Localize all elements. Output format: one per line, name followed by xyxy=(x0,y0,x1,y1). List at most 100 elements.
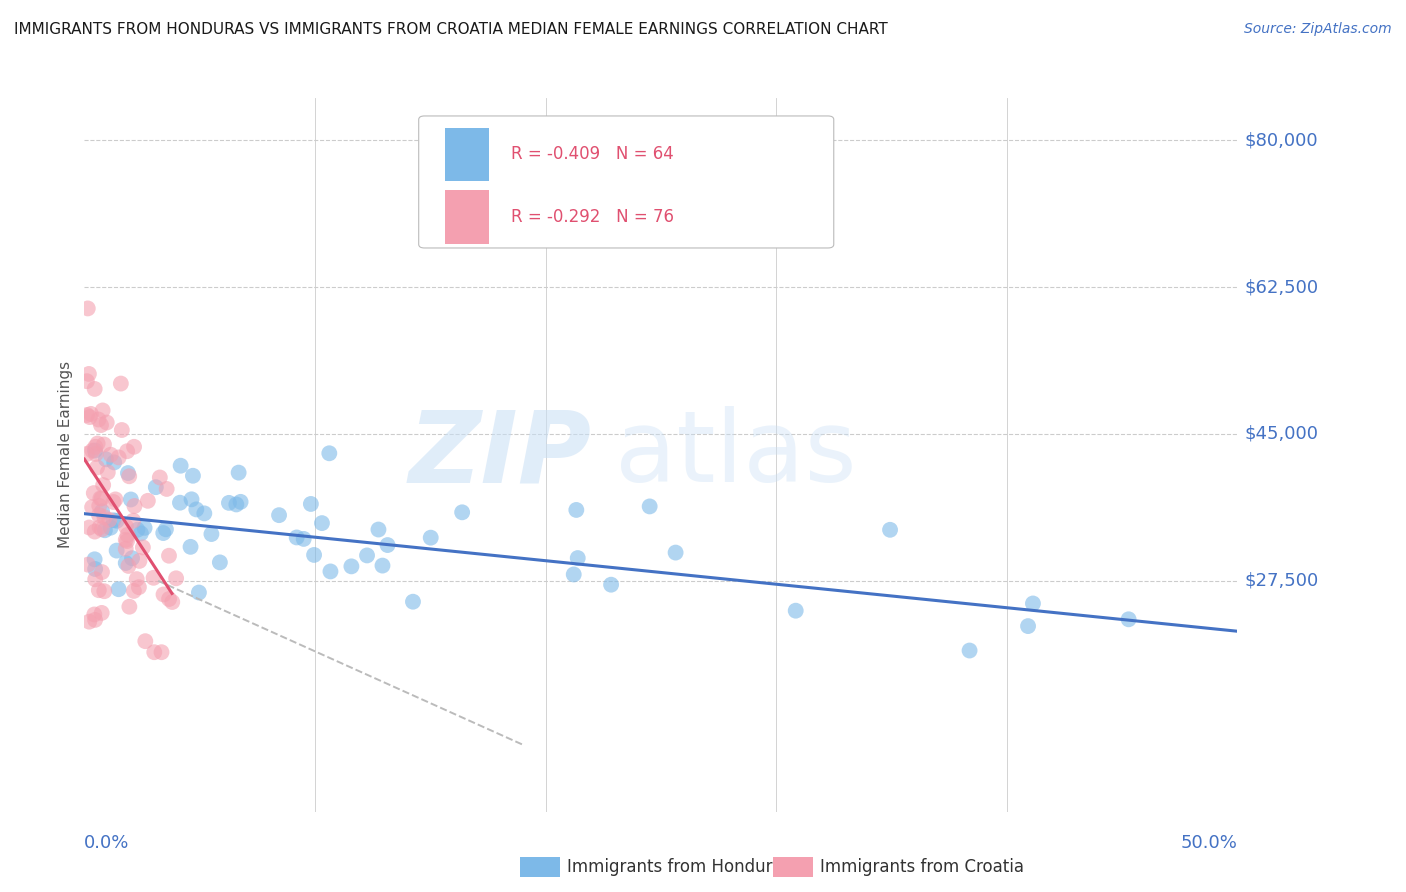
Point xyxy=(200,527,222,541)
Point xyxy=(82,443,104,458)
Point xyxy=(562,567,585,582)
Text: Immigrants from Honduras: Immigrants from Honduras xyxy=(567,858,792,876)
Point xyxy=(180,492,202,507)
Point xyxy=(93,510,115,524)
Point xyxy=(93,437,115,451)
Point xyxy=(103,513,125,527)
Point xyxy=(128,580,150,594)
Point xyxy=(90,522,112,536)
Point xyxy=(90,491,112,506)
Point xyxy=(128,554,150,568)
Point xyxy=(218,496,240,510)
Point xyxy=(451,505,474,519)
Point xyxy=(87,412,110,426)
Point xyxy=(208,555,231,569)
Point xyxy=(181,468,204,483)
Text: Source: ZipAtlas.com: Source: ZipAtlas.com xyxy=(1244,22,1392,37)
Point xyxy=(285,531,308,545)
Text: Immigrants from Croatia: Immigrants from Croatia xyxy=(820,858,1024,876)
Point xyxy=(91,504,114,518)
Point xyxy=(356,549,378,563)
Point xyxy=(86,460,108,475)
Text: IMMIGRANTS FROM HONDURAS VS IMMIGRANTS FROM CROATIA MEDIAN FEMALE EARNINGS CORRE: IMMIGRANTS FROM HONDURAS VS IMMIGRANTS F… xyxy=(14,22,887,37)
Point xyxy=(90,606,112,620)
Point xyxy=(125,572,148,586)
Point xyxy=(124,499,146,513)
Point xyxy=(785,604,807,618)
Point xyxy=(299,497,322,511)
Point xyxy=(84,443,107,458)
FancyBboxPatch shape xyxy=(419,116,834,248)
Point xyxy=(180,540,202,554)
Point xyxy=(76,408,98,422)
Point xyxy=(89,499,111,513)
Point xyxy=(377,538,399,552)
Point xyxy=(79,410,101,425)
Text: 0.0%: 0.0% xyxy=(84,834,129,852)
Text: $45,000: $45,000 xyxy=(1244,425,1319,443)
Point xyxy=(367,523,389,537)
Point xyxy=(91,565,114,579)
FancyBboxPatch shape xyxy=(446,190,489,244)
Point xyxy=(120,492,142,507)
Point xyxy=(110,376,132,391)
Point xyxy=(84,562,107,576)
Point xyxy=(83,607,105,622)
Point xyxy=(105,543,128,558)
Point xyxy=(91,403,114,417)
Point xyxy=(1017,619,1039,633)
Point xyxy=(1118,612,1140,626)
Point xyxy=(114,541,136,556)
Point xyxy=(84,613,107,627)
Point xyxy=(100,448,122,462)
Point xyxy=(371,558,394,573)
Point xyxy=(115,444,138,458)
Point xyxy=(127,523,149,537)
Point xyxy=(340,559,363,574)
Text: $62,500: $62,500 xyxy=(1244,278,1319,296)
Point xyxy=(87,583,110,598)
Text: R = -0.292   N = 76: R = -0.292 N = 76 xyxy=(510,208,673,226)
Point xyxy=(419,531,441,545)
Point xyxy=(292,532,315,546)
Text: ZIP: ZIP xyxy=(409,407,592,503)
Text: atlas: atlas xyxy=(614,407,856,503)
Point xyxy=(107,450,129,465)
Point xyxy=(80,407,103,421)
Point xyxy=(82,500,104,515)
Point xyxy=(879,523,901,537)
Point xyxy=(665,545,688,559)
Point xyxy=(136,493,159,508)
Text: R = -0.409   N = 64: R = -0.409 N = 64 xyxy=(510,145,673,163)
Point xyxy=(104,492,127,507)
Point xyxy=(302,548,325,562)
Point xyxy=(169,496,191,510)
Point xyxy=(267,508,290,523)
Point xyxy=(193,507,215,521)
Point xyxy=(93,584,115,599)
Text: 50.0%: 50.0% xyxy=(1181,834,1237,852)
Point xyxy=(134,521,156,535)
Point xyxy=(142,571,165,585)
Text: $80,000: $80,000 xyxy=(1244,131,1317,149)
Point xyxy=(76,447,98,461)
Point xyxy=(152,526,174,541)
Point xyxy=(77,558,100,572)
Point xyxy=(134,634,156,648)
Point xyxy=(83,524,105,539)
Point xyxy=(122,440,145,454)
Point xyxy=(186,502,208,516)
Point xyxy=(129,526,152,541)
Point xyxy=(311,516,333,530)
Point xyxy=(319,565,342,579)
Point xyxy=(600,577,623,591)
Point xyxy=(187,585,209,599)
Y-axis label: Median Female Earnings: Median Female Earnings xyxy=(58,361,73,549)
Point xyxy=(90,418,112,433)
Point xyxy=(114,533,136,547)
Point xyxy=(77,615,100,629)
Point xyxy=(107,582,129,597)
Point xyxy=(162,595,184,609)
Point xyxy=(103,495,125,509)
Point xyxy=(157,592,180,607)
